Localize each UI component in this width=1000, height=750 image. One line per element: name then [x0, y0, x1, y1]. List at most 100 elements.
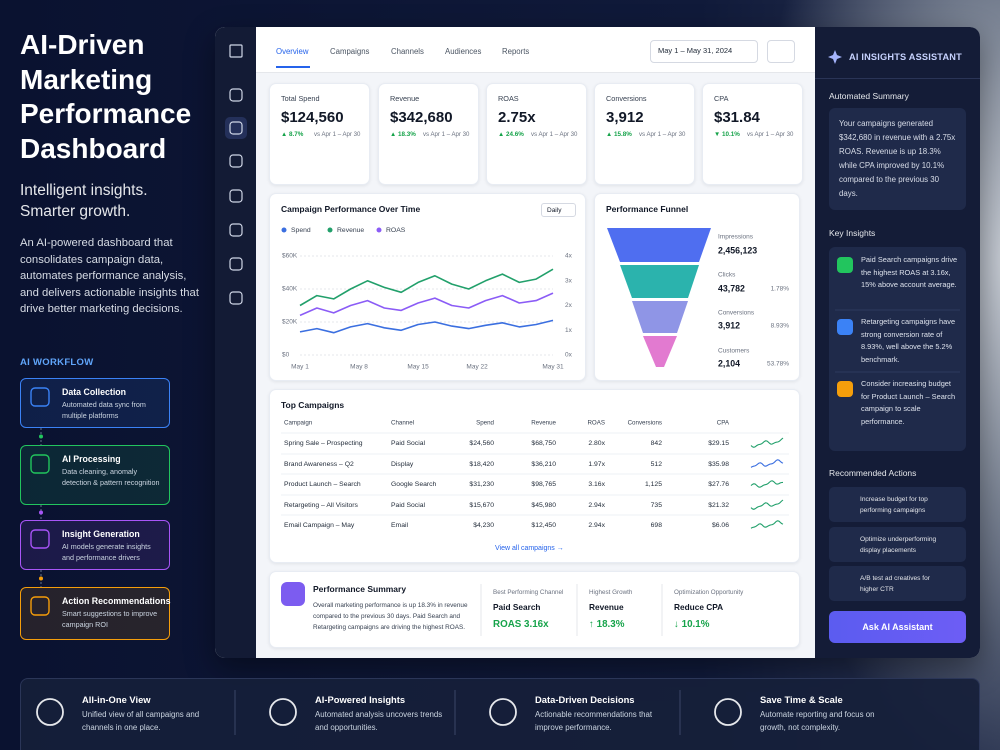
nav-tab[interactable]: Audiences	[445, 47, 482, 56]
connector-dot	[39, 576, 43, 581]
highlight-label: Highest Growth	[589, 589, 633, 596]
kpi-change: ▲ 8.7%	[281, 131, 304, 138]
table-cell: Google Search	[391, 481, 437, 488]
nav-tab[interactable]: Campaigns	[330, 47, 370, 56]
kpi-card: CPA $31.84 ▼ 10.1% vs Apr 1 – Apr 30	[702, 83, 803, 185]
funnel-stage-name: Customers	[718, 348, 750, 355]
y2-tick-label: 2x	[565, 302, 573, 309]
action-item[interactable]	[829, 527, 966, 562]
feature-title: Save Time & Scale	[760, 694, 843, 705]
workflow-card	[20, 445, 170, 505]
y-tick-label: $60K	[282, 253, 298, 260]
funnel-stage-name: Clicks	[718, 272, 736, 279]
sparkle-icon	[828, 50, 842, 64]
table-cell: Product Launch – Search	[284, 481, 361, 488]
table-cell: Spring Sale – Prospecting	[284, 440, 363, 447]
highlight-label: Optimization Opportunity	[674, 589, 744, 596]
y2-tick-label: 4x	[565, 253, 573, 260]
table-cell: $15,670	[469, 502, 494, 509]
divider	[815, 78, 980, 79]
hero-description: An AI-powered dashboard that consolidate…	[20, 237, 199, 316]
nav-tab[interactable]: Channels	[391, 47, 424, 56]
action-text: Optimize underperforming display placeme…	[860, 536, 937, 554]
kpi-comparison: vs Apr 1 – Apr 30	[747, 131, 794, 138]
funnel-stage	[620, 265, 699, 298]
insights-heading: Key Insights	[829, 228, 876, 238]
workflow-title: Data Collection	[62, 387, 127, 397]
highlight-metric: ↓ 10.1%	[674, 619, 710, 630]
filter-button[interactable]	[767, 40, 795, 63]
nav-tab[interactable]: Reports	[502, 47, 530, 56]
kpi-label: ROAS	[498, 94, 519, 103]
funnel-stage-value: 3,912	[718, 320, 740, 330]
date-range[interactable]: May 1 – May 31, 2024	[658, 46, 733, 55]
kpi-change: ▲ 18.3%	[390, 131, 416, 138]
table-cell: $24,560	[469, 440, 494, 447]
table-cell: $45,980	[531, 502, 556, 509]
kpi-label: CPA	[714, 94, 729, 103]
action-item[interactable]	[829, 566, 966, 601]
kpi-comparison: vs Apr 1 – Apr 30	[314, 131, 361, 138]
ask-ai-button[interactable]: Ask AI Assistant	[829, 611, 966, 643]
kpi-comparison: vs Apr 1 – Apr 30	[639, 131, 686, 138]
summary-heading: Automated Summary	[829, 91, 909, 101]
table-cell: Retargeting – All Visitors	[284, 502, 359, 509]
funnel-title: Performance Funnel	[606, 204, 689, 214]
workflow-icon	[30, 454, 50, 474]
feature-icon	[714, 698, 742, 726]
kpi-card: Revenue $342,680 ▲ 18.3% vs Apr 1 – Apr 30	[378, 83, 479, 185]
legend-label: Revenue	[337, 227, 364, 234]
summary-text: Overall marketing performance is up 18.3…	[313, 602, 468, 631]
kpi-change: ▲ 15.8%	[606, 131, 632, 138]
x-tick-label: May 8	[350, 364, 368, 371]
table-cell: 1.97x	[588, 461, 605, 468]
summary-card	[269, 571, 800, 648]
nav-icon	[229, 291, 243, 305]
sparkline	[750, 437, 784, 448]
kpi-value: 2.75x	[498, 109, 536, 126]
summary-icon	[281, 582, 305, 606]
workflow-text: Automated data sync from multiple platfo…	[62, 400, 146, 420]
nav-icon	[229, 154, 243, 168]
y2-tick-label: 3x	[565, 277, 573, 284]
table-cell: $18,420	[469, 461, 494, 468]
kpi-comparison: vs Apr 1 – Apr 30	[423, 131, 470, 138]
feature-text: Actionable recommendations that improve …	[535, 710, 653, 732]
date-picker[interactable]	[650, 40, 758, 63]
workflow-title: Action Recommendations	[62, 596, 171, 606]
nav-icon	[229, 189, 243, 203]
workflow-icon	[30, 387, 50, 407]
funnel-stage-value: 2,104	[718, 358, 740, 368]
kpi-label: Total Spend	[281, 94, 320, 103]
column-header: ROAS	[587, 420, 605, 427]
workflow-title: AI Processing	[62, 454, 121, 464]
kpi-label: Conversions	[606, 94, 647, 103]
kpi-change: ▲ 24.6%	[498, 131, 524, 138]
funnel-stage-value: 2,456,123	[718, 245, 757, 255]
table-cell: $12,450	[531, 522, 556, 529]
table-cell: 698	[651, 522, 663, 529]
feature-title: Data-Driven Decisions	[535, 694, 635, 705]
funnel-rate: 53.78%	[767, 361, 789, 368]
action-item[interactable]	[829, 487, 966, 522]
kpi-value: $342,680	[390, 109, 453, 126]
table-cell: Paid Social	[391, 440, 425, 447]
performance-card	[269, 193, 586, 381]
column-header: Campaign	[284, 420, 313, 427]
table-cell: Email Campaign – May	[284, 522, 355, 529]
nav-tab[interactable]: Overview	[276, 47, 309, 56]
kpi-change: ▼ 10.1%	[714, 131, 740, 138]
highlight-value: Paid Search	[493, 602, 541, 612]
interval-select[interactable]: Daily	[541, 203, 576, 217]
view-all-link[interactable]: View all campaigns →	[495, 545, 564, 552]
kpi-card: ROAS 2.75x ▲ 24.6% vs Apr 1 – Apr 30	[486, 83, 587, 185]
insights-box	[829, 247, 966, 451]
x-tick-label: May 15	[407, 364, 429, 371]
table-cell: $31,230	[469, 481, 494, 488]
kpi-card: Total Spend $124,560 ▲ 8.7% vs Apr 1 – Apr …	[269, 83, 370, 185]
feature-text: Automate reporting and focus on growth, …	[760, 710, 875, 732]
table-cell: 512	[651, 461, 663, 468]
insight-text: Paid Search campaigns drive the highest …	[861, 255, 958, 290]
assistant-title: AI INSIGHTS ASSISTANT	[849, 52, 962, 62]
